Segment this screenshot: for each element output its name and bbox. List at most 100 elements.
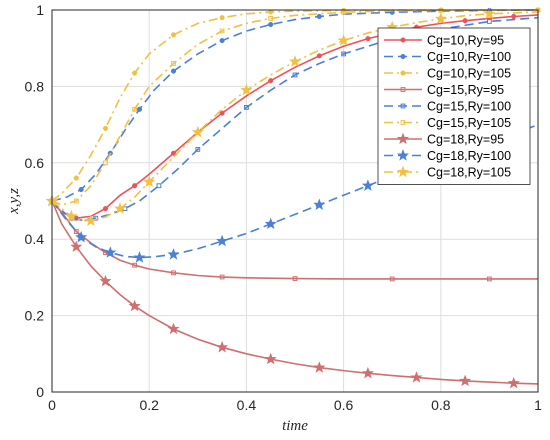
data-point [171, 270, 176, 276]
data-point [316, 13, 322, 20]
data-point [483, 7, 496, 19]
data-point [132, 70, 138, 76]
data-point [170, 150, 177, 156]
data-point [78, 186, 84, 193]
data-point [73, 175, 79, 181]
series-6 [45, 194, 539, 389]
data-point [171, 61, 176, 66]
x-tick-label: 0.8 [431, 397, 451, 413]
legend-item: Cg=15,Ry=100 [384, 100, 511, 114]
legend-label: Cg=18,Ry=105 [427, 166, 511, 180]
data-point [191, 125, 204, 138]
x-tick-label: 0.6 [334, 397, 354, 413]
series-line [51, 200, 538, 280]
data-point [133, 251, 146, 263]
series-3 [49, 198, 538, 282]
legend-label: Cg=10,Ry=100 [427, 50, 511, 64]
data-point [70, 240, 83, 252]
legend: Cg=10,Ry=95 Cg=10,Ry=100 Cg=10,Ry=105 Cg=15… [377, 27, 531, 185]
legend-item: Cg=10,Ry=95 [384, 34, 504, 48]
y-tick-label: 0 [36, 384, 44, 400]
series-layer [45, 7, 541, 389]
y-tick-label: 1 [36, 2, 44, 18]
legend-label: Cg=15,Ry=105 [427, 116, 511, 130]
data-point [195, 147, 201, 152]
data-point [113, 202, 127, 214]
legend-marker [400, 120, 406, 125]
legend-marker [400, 37, 406, 43]
series-line [51, 9, 538, 206]
data-point [75, 230, 88, 243]
data-point [240, 83, 253, 96]
data-point [219, 28, 225, 34]
data-point [288, 55, 302, 67]
data-point [219, 110, 225, 116]
data-point [410, 371, 423, 383]
y-tick-label: 0.4 [25, 231, 45, 247]
data-point [507, 376, 520, 389]
data-point [219, 274, 225, 280]
ticks: 0 0.2 0.4 0.6 0.8 1 0 0.2 0.4 0.6 0.8 1 [25, 2, 543, 413]
data-point [132, 262, 138, 268]
data-point [361, 179, 374, 191]
data-point [487, 276, 492, 282]
data-point [132, 183, 138, 189]
legend-label: Cg=10,Ry=95 [427, 34, 504, 48]
data-point [244, 105, 249, 110]
data-point [93, 215, 99, 221]
data-point [216, 340, 229, 353]
series-line [51, 200, 539, 385]
legend-label: Cg=18,Ry=100 [427, 149, 511, 163]
data-point [219, 15, 225, 21]
series-line [51, 9, 539, 202]
data-point [459, 374, 472, 387]
y-axis-label: x,y,z [6, 188, 22, 215]
legend-item: Cg=18,Ry=95 [384, 133, 504, 147]
data-point [136, 106, 143, 112]
data-point [65, 209, 78, 222]
x-tick-label: 0 [48, 397, 56, 413]
data-point [103, 160, 108, 166]
legend-marker [400, 87, 406, 92]
data-point [316, 53, 322, 59]
data-point [313, 361, 326, 373]
data-point [143, 175, 156, 188]
plot-area-border [51, 9, 539, 393]
data-point [292, 276, 298, 281]
data-point [434, 12, 447, 24]
data-point [219, 38, 225, 44]
legend-marker [400, 70, 406, 76]
data-point [216, 234, 229, 247]
data-point [268, 21, 274, 28]
legend-item: Cg=15,Ry=95 [384, 83, 504, 97]
legend-item: Cg=18,Ry=100 [384, 149, 511, 163]
y-tick-label: 0.8 [25, 78, 45, 94]
data-point [337, 34, 350, 46]
x-tick-label: 0.2 [139, 397, 159, 413]
data-point [268, 16, 274, 21]
data-point [365, 36, 371, 42]
data-point [156, 183, 162, 189]
data-point [128, 299, 141, 312]
data-point [73, 198, 79, 204]
data-point [264, 217, 277, 230]
data-point [73, 229, 79, 234]
legend-marker [396, 132, 410, 145]
legend-item: Cg=10,Ry=105 [384, 67, 511, 81]
data-point [268, 78, 274, 84]
legend-item: Cg=18,Ry=105 [384, 166, 511, 180]
data-point [99, 274, 112, 287]
data-point [511, 13, 517, 20]
legend-label: Cg=10,Ry=105 [427, 67, 511, 81]
x-tick-label: 1 [534, 397, 542, 413]
legend-label: Cg=18,Ry=95 [427, 133, 504, 147]
data-point [84, 214, 97, 227]
data-point [170, 68, 177, 74]
legend-marker [400, 53, 406, 60]
legend-item: Cg=15,Ry=105 [384, 116, 511, 130]
data-point [487, 19, 492, 24]
data-point [167, 248, 180, 260]
legend-marker [396, 149, 410, 161]
x-axis-label: time [282, 418, 308, 434]
